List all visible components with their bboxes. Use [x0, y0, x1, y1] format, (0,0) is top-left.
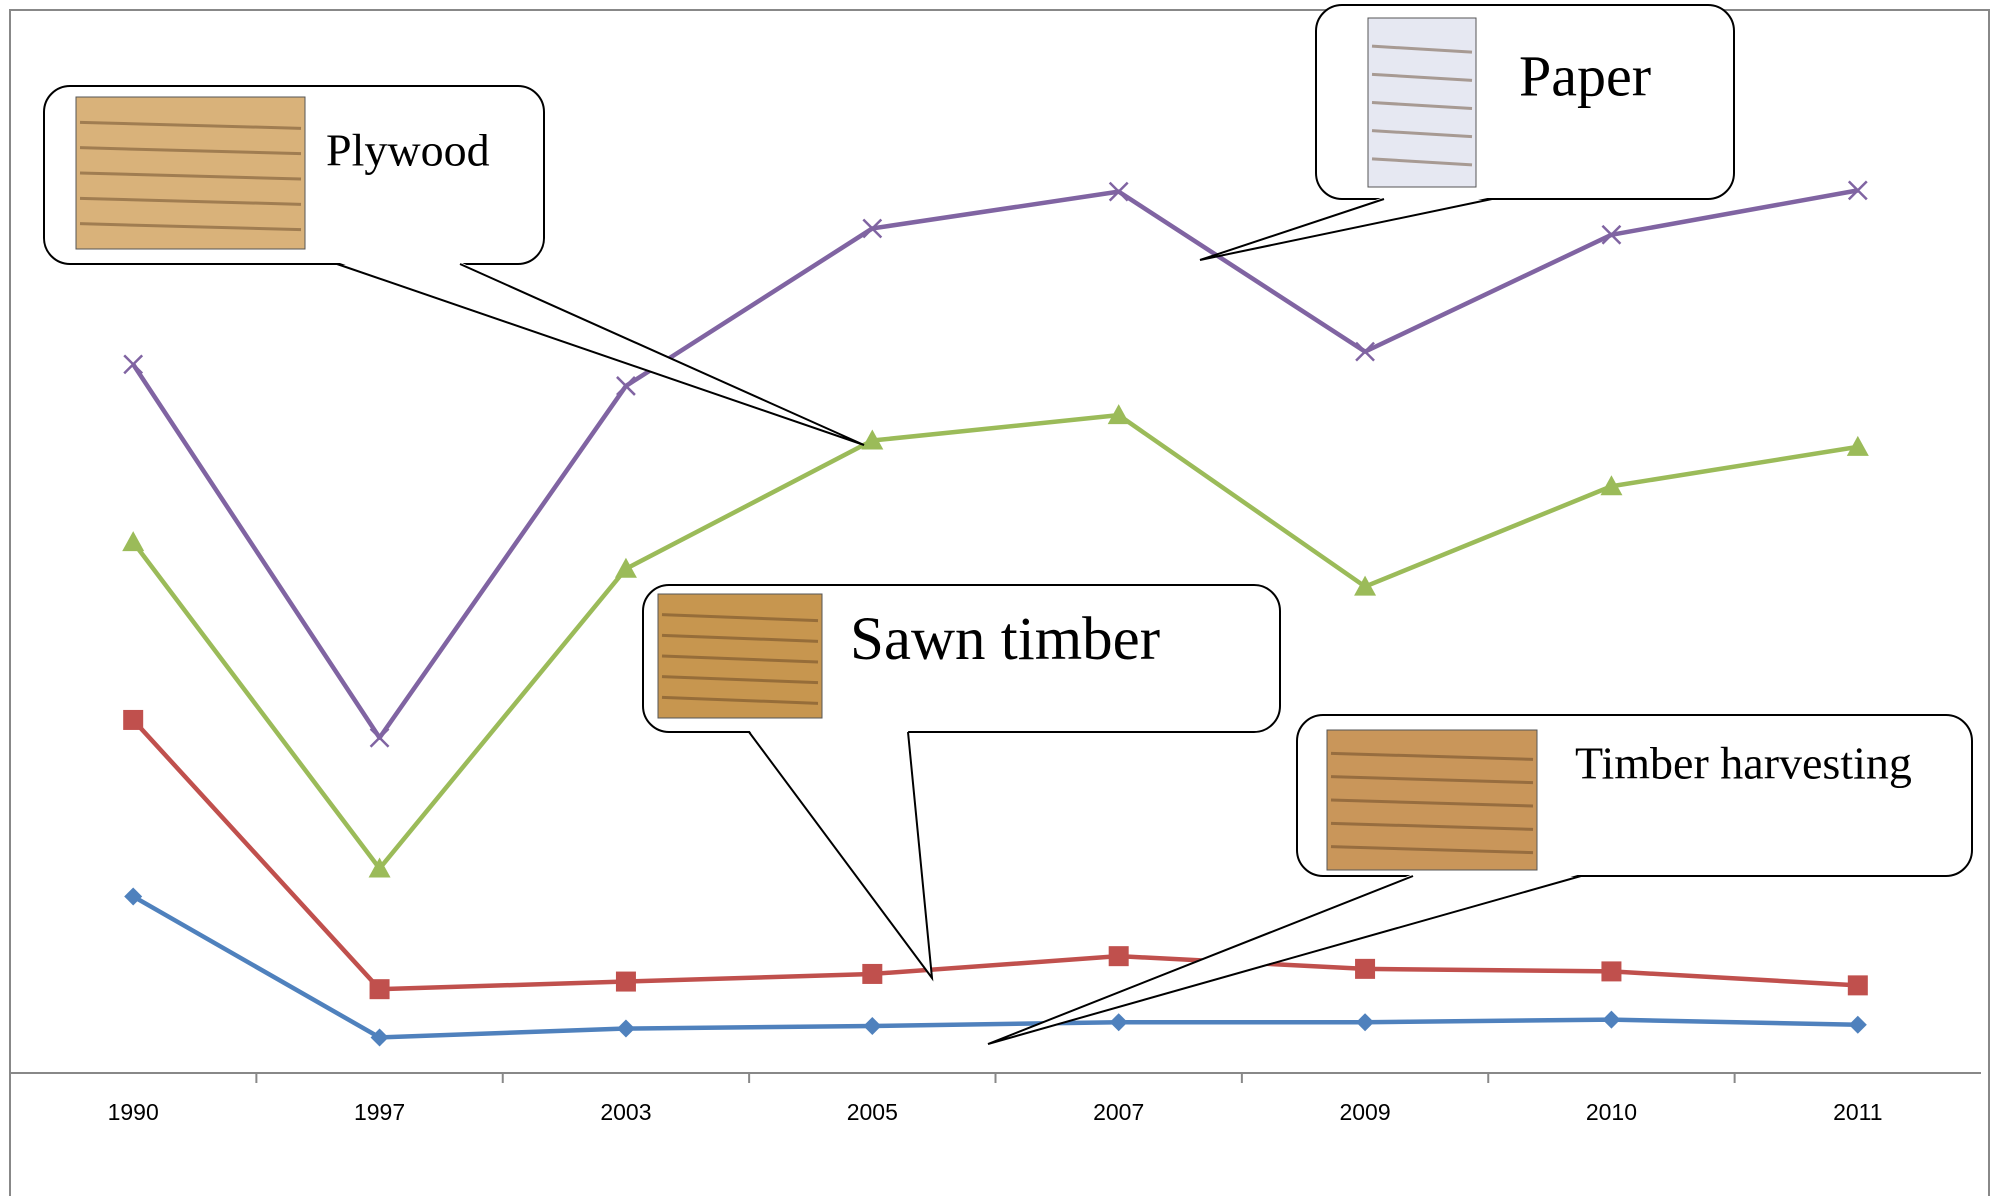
image-detail [79, 171, 302, 181]
marker [861, 429, 884, 450]
marker [615, 971, 636, 992]
marker [123, 354, 144, 375]
plot-area: 1990 1997 2003 2005 2007 2009 2010 2011 [108, 180, 1883, 1125]
marker [1108, 946, 1129, 967]
image-detail [661, 633, 819, 643]
callout-image [1326, 729, 1538, 871]
image-detail [1371, 129, 1473, 139]
callout-label: Sawn timber [850, 606, 1160, 673]
image-detail [1371, 101, 1473, 110]
callout-label: Paper [1519, 43, 1651, 108]
marker [1355, 341, 1375, 362]
callout-image [75, 96, 306, 250]
marker [1109, 1013, 1128, 1032]
marker [368, 857, 391, 878]
callout-label: Timber harvesting [1575, 738, 1912, 789]
marker [1356, 1013, 1375, 1032]
marker [124, 887, 143, 906]
image-detail [1330, 775, 1534, 785]
callouts: Timber harvesting Sawn timber Plywood Paper [43, 4, 1973, 1045]
marker [1601, 961, 1622, 982]
marker [614, 557, 637, 578]
image-detail [661, 675, 819, 685]
series-line [131, 412, 1859, 871]
callout-pointer-line [336, 263, 865, 446]
chart-frame [9, 9, 1990, 1196]
x-tick-label: 2003 [600, 1099, 651, 1125]
marker [1847, 180, 1868, 201]
image-detail [1371, 44, 1473, 54]
marker [862, 963, 883, 984]
marker [1108, 181, 1129, 202]
image-detail [1330, 821, 1534, 831]
callout-pointer-line [1199, 198, 1493, 261]
x-tick-label: 2007 [1093, 1099, 1144, 1125]
callout-pointer-line [987, 875, 1582, 1045]
x-tick-label: 2011 [1833, 1099, 1882, 1125]
marker [1355, 958, 1376, 979]
marker [616, 1019, 635, 1038]
marker [370, 1028, 389, 1047]
marker [123, 709, 144, 730]
marker [369, 727, 390, 748]
image-detail [1330, 751, 1534, 761]
series-line [132, 894, 1858, 1040]
marker [1601, 224, 1622, 245]
callout-image [1367, 17, 1477, 188]
marker [1600, 475, 1623, 496]
image-detail [79, 146, 302, 156]
image-detail [661, 695, 819, 705]
marker [1848, 1015, 1867, 1034]
marker [1846, 435, 1869, 456]
callout-pointer-line [748, 731, 934, 982]
image-detail [1371, 72, 1473, 82]
image-detail [1330, 845, 1534, 855]
marker [1847, 975, 1868, 996]
marker [862, 218, 883, 239]
marker [1107, 404, 1130, 425]
image-detail [79, 196, 302, 206]
image-detail [661, 654, 819, 664]
image-detail [1371, 157, 1473, 167]
callout-label: Plywood [326, 125, 490, 176]
image-detail [79, 222, 302, 232]
marker [1602, 1010, 1621, 1029]
marker [616, 376, 636, 396]
x-tick-label: 2005 [847, 1099, 898, 1125]
x-tick-label: 1990 [108, 1099, 159, 1125]
x-tick-label: 2010 [1586, 1099, 1637, 1125]
image-detail [1330, 798, 1534, 808]
series-line [131, 718, 1858, 992]
marker [122, 531, 145, 552]
marker [863, 1017, 882, 1036]
image-detail [79, 120, 302, 130]
image-detail [661, 613, 819, 623]
marker [369, 979, 390, 1000]
callout-image [657, 593, 823, 719]
x-tick-label: 2009 [1339, 1099, 1390, 1125]
series-line [131, 188, 1859, 740]
marker [1354, 575, 1377, 596]
x-tick-label: 1997 [354, 1099, 405, 1125]
